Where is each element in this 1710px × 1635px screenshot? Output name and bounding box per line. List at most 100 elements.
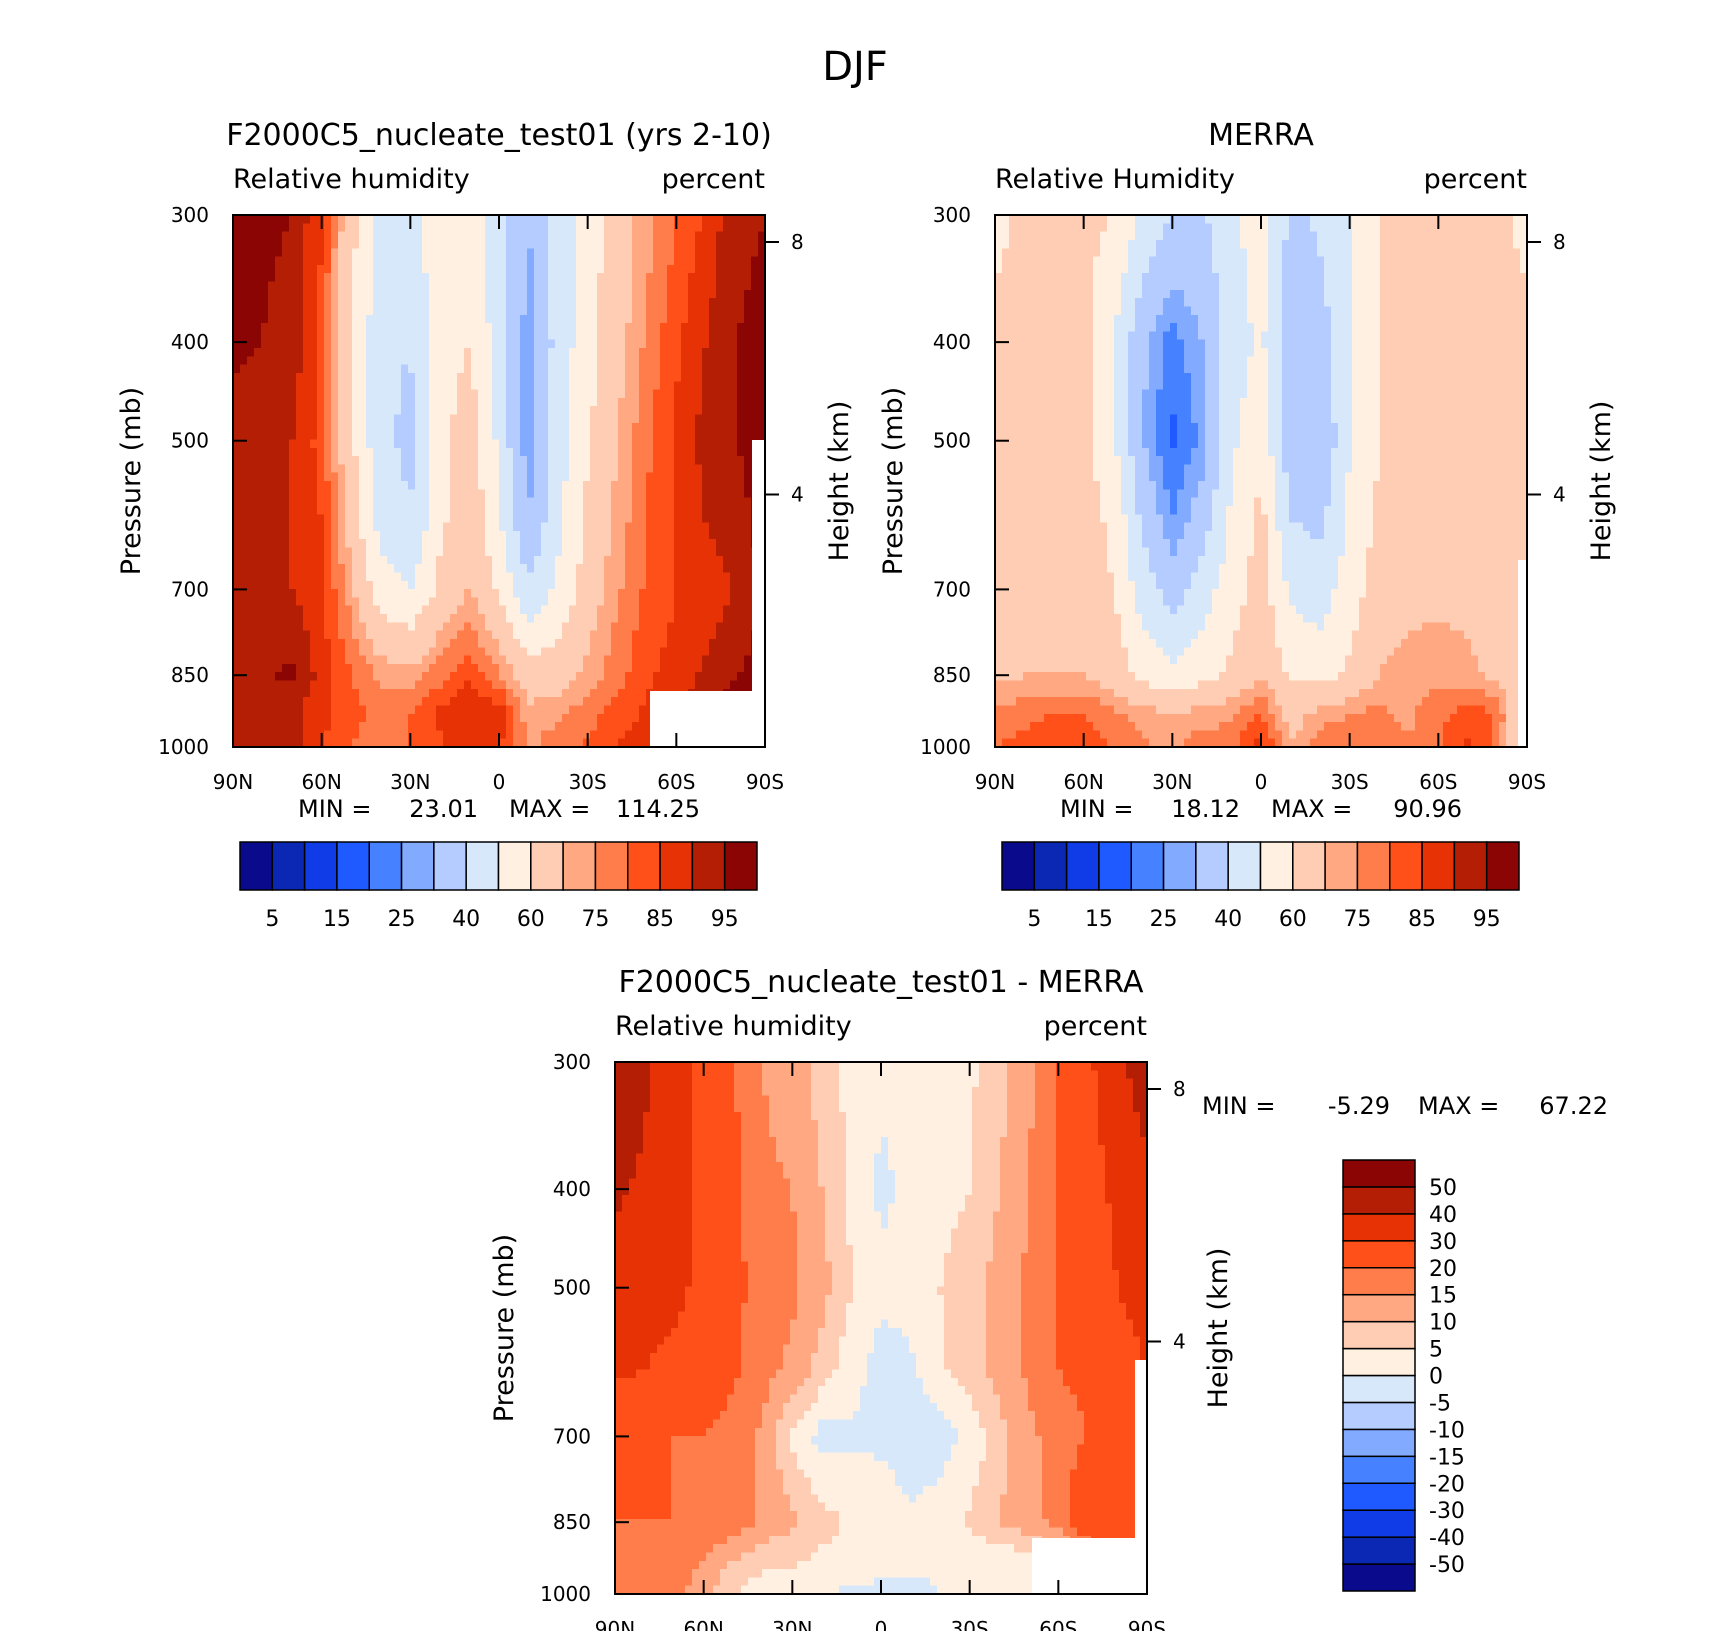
contour-cell: [324, 614, 332, 623]
contour-cell: [352, 498, 360, 507]
contour-cell: [499, 572, 507, 581]
contour-cell: [240, 506, 248, 515]
contour-cell: [408, 481, 416, 490]
contour-cell: [548, 232, 556, 241]
contour-cell: [324, 597, 332, 606]
contour-cell: [548, 381, 556, 390]
contour-cell: [590, 473, 598, 482]
contour-cell: [457, 498, 465, 507]
contour-cell: [660, 664, 668, 673]
contour-cell: [289, 556, 297, 565]
contour-cell: [625, 639, 633, 648]
contour-cell: [443, 539, 451, 548]
contour-cell: [387, 697, 395, 706]
panel-model: F2000C5_nucleate_test01 (yrs 2-10) Relat…: [116, 118, 855, 932]
contour-cell: [555, 348, 563, 357]
contour-cell: [653, 223, 661, 232]
contour-cell: [289, 689, 297, 698]
contour-cell: [303, 581, 311, 590]
contour-cell: [527, 398, 535, 407]
contour-cell: [387, 456, 395, 465]
contour-cell: [408, 381, 416, 390]
contour-cell: [1163, 215, 1171, 224]
contour-cell: [562, 306, 570, 315]
contour-cell: [611, 730, 619, 739]
contour-cell: [478, 564, 486, 573]
contour-cell: [380, 689, 388, 698]
contour-cell: [660, 240, 668, 249]
contour-cell: [737, 290, 745, 299]
contour-cell: [695, 656, 703, 665]
contour-cell: [233, 415, 241, 424]
contour-cell: [485, 539, 493, 548]
contour-cell: [709, 539, 717, 548]
contour-cell: [359, 390, 367, 399]
contour-cell: [604, 298, 612, 307]
contour-cell: [702, 273, 710, 282]
contour-cell: [604, 356, 612, 365]
contour-cell: [240, 290, 248, 299]
contour-cell: [261, 614, 269, 623]
units-label: percent: [662, 164, 765, 195]
contour-cell: [506, 273, 514, 282]
contour-cell: [464, 631, 472, 640]
contour-cell: [513, 705, 521, 714]
contour-cell: [324, 489, 332, 498]
contour-cell: [324, 647, 332, 656]
contour-cell: [541, 639, 549, 648]
contour-cell: [499, 606, 507, 615]
contour-cell: [604, 539, 612, 548]
contour-cell: [716, 406, 724, 415]
contour-cell: [646, 498, 654, 507]
contour-cell: [303, 356, 311, 365]
contour-cell: [730, 415, 738, 424]
contour-cell: [317, 556, 325, 565]
contour-cell: [422, 448, 430, 457]
contour-cell: [583, 589, 591, 598]
contour-cell: [471, 581, 479, 590]
contour-cell: [527, 290, 535, 299]
contour-cell: [408, 539, 416, 548]
contour-cell: [499, 589, 507, 598]
contour-cell: [296, 331, 304, 340]
contour-cell: [534, 689, 542, 698]
contour-cell: [345, 606, 353, 615]
contour-cell: [576, 647, 584, 656]
contour-cell: [681, 282, 689, 291]
min-label: MIN =: [298, 795, 371, 823]
contour-cell: [366, 282, 374, 291]
contour-cell: [625, 714, 633, 723]
contour-cell: [324, 531, 332, 540]
contour-cell: [534, 539, 542, 548]
contour-cell: [387, 298, 395, 307]
contour-cell: [492, 456, 500, 465]
contour-cell: [534, 506, 542, 515]
contour-cell: [520, 423, 528, 432]
contour-cell: [506, 439, 514, 448]
contour-cell: [492, 572, 500, 581]
contour-cell: [548, 298, 556, 307]
contour-cell: [709, 464, 717, 473]
contour-cell: [485, 714, 493, 723]
contour-cell: [534, 631, 542, 640]
contour-cell: [618, 406, 626, 415]
contour-cell: [331, 315, 339, 324]
contour-cell: [604, 631, 612, 640]
contour-cell: [541, 348, 549, 357]
contour-cell: [268, 223, 276, 232]
contour-cell: [471, 240, 479, 249]
contour-cell: [415, 647, 423, 656]
contour-cell: [310, 664, 318, 673]
contour-cell: [345, 240, 353, 249]
contour-cell: [597, 531, 605, 540]
contour-cell: [240, 572, 248, 581]
contour-cell: [604, 622, 612, 631]
contour-cell: [520, 722, 528, 731]
contour-cell: [303, 681, 311, 690]
contour-cell: [394, 705, 402, 714]
contour-cell: [450, 406, 458, 415]
contour-cell: [268, 506, 276, 515]
contour-cell: [275, 697, 283, 706]
contour-cell: [618, 548, 626, 557]
contour-cell: [702, 664, 710, 673]
